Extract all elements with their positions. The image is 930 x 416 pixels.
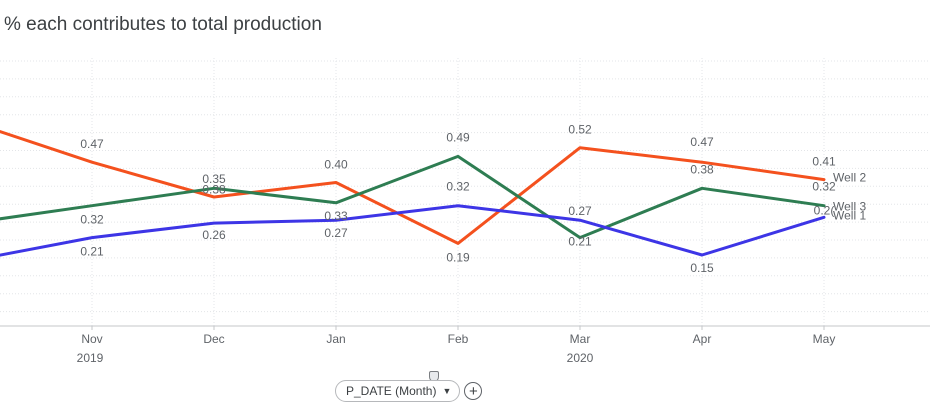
x-tick-label: Mar [570, 332, 591, 346]
data-label: 0.32 [80, 213, 104, 227]
plus-icon[interactable]: + [464, 382, 483, 400]
x-tick-label: Apr [693, 332, 712, 346]
data-labels: 0.47 0.35 0.40 0.19 0.52 0.47 0.41 0.32 0.38 0.33… [80, 123, 836, 275]
series-line-well-1[interactable] [0, 204, 826, 261]
data-label: 0.2( [814, 203, 835, 217]
x-tick-label: Feb [448, 332, 469, 346]
data-label: 0.32 [812, 180, 836, 194]
data-label: 0.47 [690, 135, 714, 149]
x-axis: Nov Dec Jan Feb Mar Apr May 2019 2020 [0, 325, 930, 365]
chevron-down-icon: ▼ [442, 386, 452, 396]
x-tick-label: Nov [81, 332, 102, 346]
x-tick-label: May [813, 332, 836, 346]
series-line-well-3[interactable] [0, 154, 826, 240]
series-lines [0, 130, 826, 261]
dimension-dropdown[interactable]: P_DATE (Month) ▼ [335, 380, 461, 402]
data-label: 0.38 [690, 162, 714, 176]
data-label: 0.21 [568, 235, 592, 249]
data-label: 0.26 [202, 228, 226, 242]
data-label: 0.27 [568, 204, 592, 218]
series-end-label: Well 3 [833, 200, 866, 214]
x-group-label: 2019 [77, 351, 104, 365]
add-glyph: + [469, 382, 478, 400]
data-label: 0.21 [80, 245, 104, 259]
data-label: 0.35 [202, 172, 226, 186]
data-label: 0.40 [324, 158, 348, 172]
data-label: 0.32 [446, 180, 470, 194]
x-tick-label: Jan [326, 332, 345, 346]
data-label: 0.33 [324, 209, 348, 223]
data-label: 0.41 [812, 155, 836, 169]
x-group-label: 2020 [567, 351, 594, 365]
data-label: 0.15 [690, 261, 714, 275]
data-label: 0.52 [568, 123, 592, 137]
chart-title: % each contributes to total production [4, 14, 322, 35]
data-label: 0.27 [324, 226, 348, 240]
dimension-label: P_DATE (Month) [346, 384, 437, 398]
data-label: 0.38 [202, 182, 226, 196]
drill-controls: P_DATE (Month) ▼ + [335, 379, 483, 403]
data-label: 0.47 [80, 137, 104, 151]
x-tick-label: Dec [203, 332, 224, 346]
series-end-label: Well 2 [833, 171, 866, 185]
series-end-label: Well 1 [833, 208, 866, 222]
grid [0, 58, 930, 326]
data-label: 0.49 [446, 130, 470, 144]
data-label: 0.19 [446, 250, 470, 264]
